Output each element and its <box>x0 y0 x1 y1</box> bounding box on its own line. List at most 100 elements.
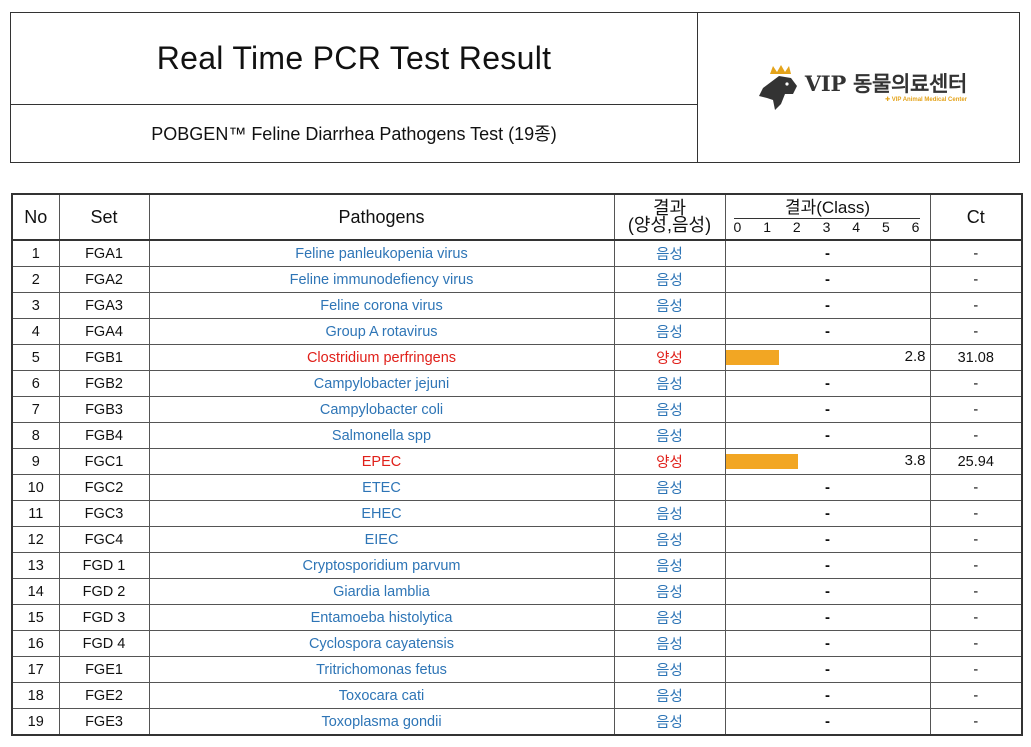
clinic-logo: VIP 동물의료센터 ✚ VIP Animal Medical Center <box>757 64 967 112</box>
row-set: FGC4 <box>58 526 150 553</box>
row-set: FGE3 <box>58 708 150 736</box>
class-scale: 0 1 2 3 4 5 6 <box>733 218 920 235</box>
row-set: FGC3 <box>58 500 150 527</box>
row-no: 13 <box>11 552 60 579</box>
table-row: 1 FGA1 Feline panleukopenia virus 음성 - - <box>11 239 1023 267</box>
class-value: - <box>825 531 830 548</box>
class-scale-tick: 0 <box>733 219 742 235</box>
row-pathogen: Giardia lamblia <box>148 578 615 605</box>
table-row: 18 FGE2 Toxocara cati 음성 - - <box>11 682 1023 709</box>
row-ct: - <box>929 552 1023 579</box>
row-no: 11 <box>11 500 60 527</box>
row-class: 3.8 <box>724 448 931 475</box>
class-value: - <box>825 635 830 652</box>
row-ct: - <box>929 370 1023 397</box>
row-ct: - <box>929 318 1023 345</box>
logo-subtext: ✚ VIP Animal Medical Center <box>885 96 968 103</box>
class-scale-tick: 2 <box>792 219 801 235</box>
row-no: 3 <box>11 292 60 319</box>
row-class: - <box>724 266 931 293</box>
row-set: FGC2 <box>58 474 150 501</box>
class-value: - <box>825 401 830 418</box>
row-pathogen: Clostridium perfringens <box>148 344 615 371</box>
table-row: 13 FGD 1 Cryptosporidium parvum 음성 - - <box>11 552 1023 579</box>
row-class: - <box>724 682 931 709</box>
row-no: 6 <box>11 370 60 397</box>
row-result: 음성 <box>613 292 726 319</box>
row-class: - <box>724 656 931 683</box>
table-row: 4 FGA4 Group A rotavirus 음성 - - <box>11 318 1023 345</box>
row-no: 9 <box>11 448 60 475</box>
row-pathogen: Feline corona virus <box>148 292 615 319</box>
class-value: - <box>825 557 830 574</box>
row-set: FGE2 <box>58 682 150 709</box>
row-result: 음성 <box>613 552 726 579</box>
class-value: - <box>825 271 830 288</box>
row-pathogen: EIEC <box>148 526 615 553</box>
class-scale-tick: 4 <box>852 219 861 235</box>
logo-cell: VIP 동물의료센터 ✚ VIP Animal Medical Center <box>699 13 1019 162</box>
class-value: - <box>825 687 830 704</box>
row-result: 음성 <box>613 526 726 553</box>
row-ct: - <box>929 578 1023 605</box>
class-scale-tick: 5 <box>881 219 890 235</box>
class-value: - <box>825 713 830 730</box>
row-no: 1 <box>11 239 60 267</box>
row-no: 5 <box>11 344 60 371</box>
row-no: 14 <box>11 578 60 605</box>
row-class: - <box>724 318 931 345</box>
report-title: Real Time PCR Test Result <box>11 13 698 105</box>
row-pathogen: Cyclospora cayatensis <box>148 630 615 657</box>
row-pathogen: Campylobacter coli <box>148 396 615 423</box>
row-set: FGB4 <box>58 422 150 449</box>
row-ct: - <box>929 630 1023 657</box>
row-set: FGA1 <box>58 239 150 267</box>
header-class-title: 결과(Class) <box>784 198 871 217</box>
row-set: FGD 3 <box>58 604 150 631</box>
header-result: 결과 (양성,음성) <box>613 193 726 241</box>
row-set: FGD 4 <box>58 630 150 657</box>
row-ct: - <box>929 292 1023 319</box>
row-ct: 31.08 <box>929 344 1023 371</box>
row-no: 16 <box>11 630 60 657</box>
header-no: No <box>11 193 60 241</box>
row-class: - <box>724 708 931 736</box>
dog-crown-logo-icon <box>758 64 797 110</box>
row-result: 음성 <box>613 422 726 449</box>
row-ct: - <box>929 239 1023 267</box>
header-set: Set <box>58 193 150 241</box>
row-set: FGA4 <box>58 318 150 345</box>
row-class: 2.8 <box>724 344 931 371</box>
row-set: FGA2 <box>58 266 150 293</box>
class-value: - <box>825 583 830 600</box>
row-class: - <box>724 552 931 579</box>
table-row: 8 FGB4 Salmonella spp 음성 - - <box>11 422 1023 449</box>
header-pathogens: Pathogens <box>148 193 615 241</box>
table-row: 17 FGE1 Tritrichomonas fetus 음성 - - <box>11 656 1023 683</box>
row-ct: 25.94 <box>929 448 1023 475</box>
row-result: 음성 <box>613 318 726 345</box>
row-no: 17 <box>11 656 60 683</box>
row-set: FGB3 <box>58 396 150 423</box>
table-row: 5 FGB1 Clostridium perfringens 양성 2.8 31.08 <box>11 344 1023 371</box>
class-value: - <box>825 479 830 496</box>
class-bar <box>726 350 779 365</box>
row-result: 양성 <box>613 448 726 475</box>
row-result: 음성 <box>613 630 726 657</box>
row-ct: - <box>929 708 1023 736</box>
class-value: - <box>825 609 830 626</box>
table-row: 3 FGA3 Feline corona virus 음성 - - <box>11 292 1023 319</box>
header-result-line1: 결과 <box>652 198 687 218</box>
row-result: 음성 <box>613 708 726 736</box>
row-result: 음성 <box>613 500 726 527</box>
row-set: FGD 2 <box>58 578 150 605</box>
class-value: - <box>825 245 830 262</box>
row-ct: - <box>929 422 1023 449</box>
class-value: - <box>825 505 830 522</box>
row-result: 음성 <box>613 239 726 267</box>
row-class: - <box>724 292 931 319</box>
row-ct: - <box>929 526 1023 553</box>
class-scale-tick: 3 <box>822 219 831 235</box>
table-row: 19 FGE3 Toxoplasma gondii 음성 - - <box>11 708 1023 736</box>
row-pathogen: Entamoeba histolytica <box>148 604 615 631</box>
